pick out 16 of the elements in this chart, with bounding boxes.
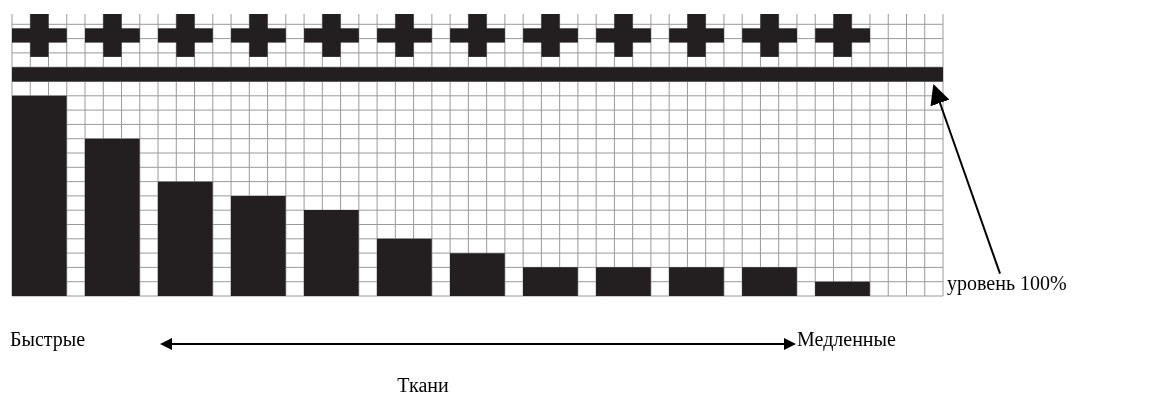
bar: [230, 195, 286, 296]
bar: [742, 267, 797, 296]
text: Быстрые: [10, 328, 86, 351]
bar: [596, 267, 651, 296]
x-axis-title: Ткани: [396, 374, 450, 397]
ref-line-label: уровень 100%: [947, 272, 1067, 295]
bar: [12, 95, 67, 296]
bar: [815, 281, 870, 296]
bar: [376, 238, 432, 296]
bar: [303, 210, 359, 296]
bar: [157, 181, 213, 296]
bar: [449, 253, 505, 296]
bar: [84, 138, 140, 296]
text: Медленные: [797, 328, 896, 351]
bar: [669, 267, 724, 296]
bar: [523, 267, 578, 296]
